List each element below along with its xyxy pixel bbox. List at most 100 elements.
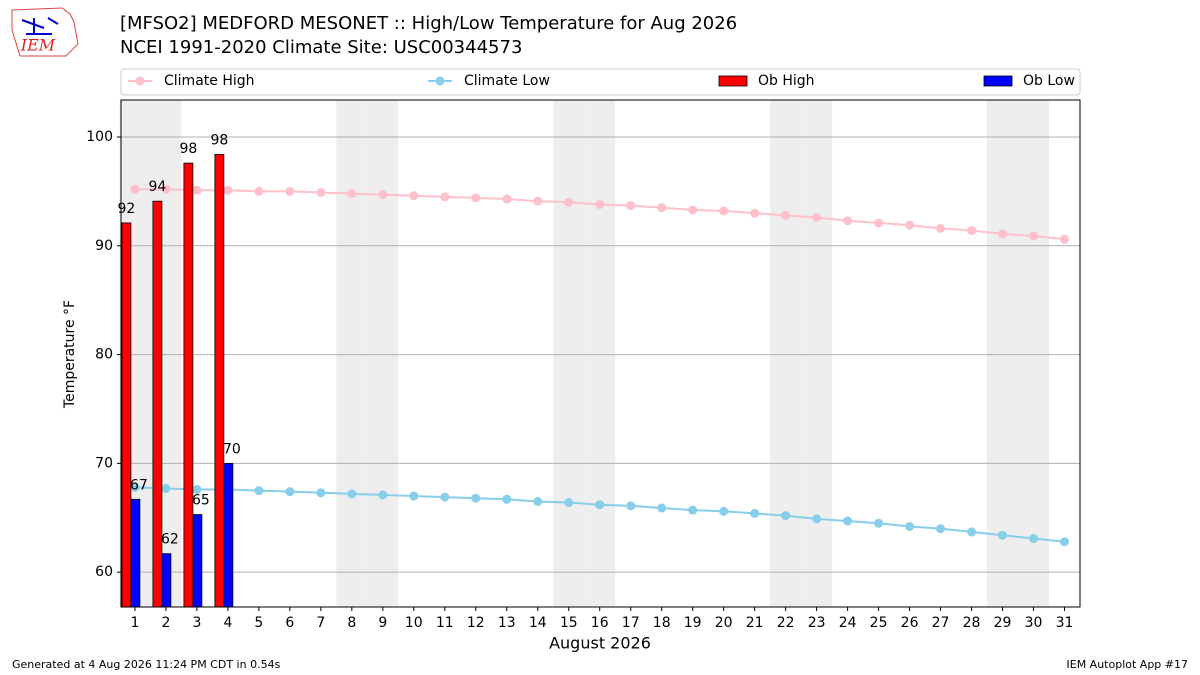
bar-label: 98: [179, 141, 197, 157]
climate-point: [192, 185, 202, 195]
weekend-shade: [770, 100, 802, 607]
climate-point: [843, 216, 853, 226]
climate-point: [254, 186, 264, 196]
climate-point: [781, 511, 791, 521]
bar: [161, 553, 172, 608]
climate-point: [533, 196, 543, 206]
climate-point: [409, 191, 419, 201]
x-tick-label: 6: [285, 615, 294, 631]
climate-point: [688, 205, 698, 215]
x-tick-label: 2: [161, 615, 170, 631]
x-tick-label: 16: [591, 615, 609, 631]
x-tick-label: 15: [560, 615, 578, 631]
footer-right: IEM Autoplot App #17: [1067, 658, 1189, 671]
climate-point: [254, 486, 264, 496]
legend-label: Climate High: [164, 73, 255, 89]
x-tick-label: 18: [653, 615, 671, 631]
climate-point: [347, 489, 357, 499]
climate-point: [936, 524, 946, 534]
y-tick-label: 70: [95, 455, 113, 471]
legend-label: Climate Low: [464, 73, 550, 89]
weekend-shade: [336, 100, 368, 607]
climate-point: [998, 530, 1008, 540]
x-tick-label: 10: [405, 615, 423, 631]
climate-point: [285, 487, 295, 497]
climate-point: [595, 500, 605, 510]
climate-point: [874, 218, 884, 228]
climate-point: [192, 484, 202, 494]
climate-point: [626, 501, 636, 511]
climate-point: [440, 192, 450, 202]
climate-point: [657, 503, 667, 513]
climate-point: [843, 516, 853, 526]
x-tick-label: 5: [254, 615, 263, 631]
climate-point: [130, 184, 140, 194]
legend-swatch: [718, 75, 748, 87]
weekend-shade: [367, 100, 399, 607]
climate-point: [440, 492, 450, 502]
bar: [214, 153, 225, 608]
climate-point: [564, 197, 574, 207]
bar: [121, 222, 132, 608]
x-tick-label: 9: [378, 615, 387, 631]
climate-point: [719, 206, 729, 216]
climate-point: [874, 518, 884, 528]
climate-point: [750, 508, 760, 518]
climate-point: [285, 186, 295, 196]
climate-point: [130, 482, 140, 492]
x-tick-label: 1: [130, 615, 139, 631]
climate-point: [316, 187, 326, 197]
x-axis-label: August 2026: [549, 634, 651, 653]
bar: [223, 462, 234, 608]
climate-point: [161, 184, 171, 194]
x-tick-label: 13: [498, 615, 516, 631]
bar-label: 98: [210, 132, 228, 148]
x-tick-label: 27: [932, 615, 950, 631]
x-tick-label: 23: [808, 615, 826, 631]
x-tick-label: 25: [870, 615, 888, 631]
x-tick-label: 21: [746, 615, 764, 631]
bar-label: 65: [192, 493, 210, 509]
footer-left: Generated at 4 Aug 2026 11:24 PM CDT in …: [12, 658, 281, 671]
x-tick-label: 28: [963, 615, 981, 631]
climate-point: [564, 498, 574, 508]
x-tick-label: 11: [436, 615, 454, 631]
weekend-shade: [987, 100, 1019, 607]
climate-point: [378, 490, 388, 500]
bar: [192, 514, 203, 608]
bar-label: 94: [148, 179, 166, 195]
climate-point: [502, 194, 512, 204]
plot-frame: [120, 99, 1081, 608]
weekend-shade: [801, 100, 833, 607]
climate-point: [657, 203, 667, 213]
logo: IEM: [11, 7, 79, 57]
climate-point: [719, 506, 729, 516]
climate-point: [533, 496, 543, 506]
bar: [130, 498, 141, 608]
climate-point: [1029, 231, 1039, 241]
bar-label: 62: [161, 532, 179, 548]
y-axis-label: Temperature °F: [62, 300, 78, 409]
climate-point: [781, 210, 791, 220]
climate-point: [967, 226, 977, 236]
climate-point: [471, 493, 481, 503]
weekend-shade: [553, 100, 585, 607]
climate-point: [905, 220, 915, 230]
x-tick-label: 31: [1056, 615, 1074, 631]
climate-point: [409, 491, 419, 501]
logo-icon: [21, 17, 59, 35]
climate-point: [998, 229, 1008, 239]
climate-point: [750, 208, 760, 218]
climate-point: [626, 201, 636, 211]
legend-box: [120, 68, 1081, 96]
x-tick-label: 17: [622, 615, 640, 631]
climate-point: [688, 505, 698, 515]
x-tick-label: 26: [901, 615, 919, 631]
x-tick-label: 24: [839, 615, 857, 631]
chart-subtitle: NCEI 1991-2020 Climate Site: USC00344573: [120, 37, 522, 58]
x-tick-label: 3: [192, 615, 201, 631]
weekend-shade: [1018, 100, 1050, 607]
x-tick-label: 8: [347, 615, 356, 631]
climate-point: [1060, 537, 1070, 547]
